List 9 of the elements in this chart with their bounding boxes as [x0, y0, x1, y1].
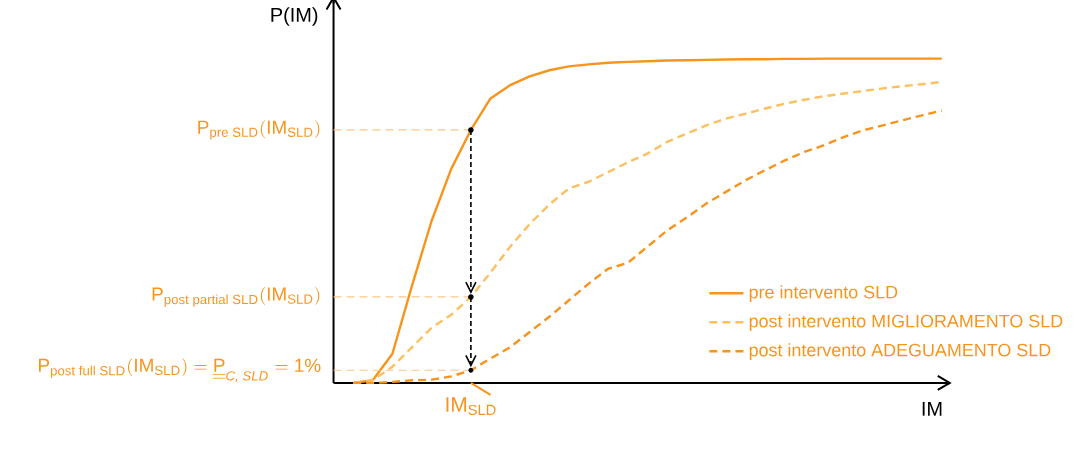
text: $\text{IM}_{\text{SLD}}$: [446, 397, 496, 416]
legend-label: pre intervento SLD: [749, 285, 898, 303]
legend-label: post intervento ADEGUAMENTO SLD: [749, 343, 1051, 360]
x-axis-title: IM: [922, 401, 942, 416]
legend-label: post intervento MIGLIORAMENTO SLD: [749, 314, 1063, 331]
ref-line-label: $\text{P}_{\text{pre SLD}}(\text{IM}_{\text{SLD}})$: [198, 120, 320, 140]
ref-line-label: $\text{P}_{\text{post full SLD}}(\text{IM}_{\text{SLD}}) = \underline{\underline{\text{P}}}_{\textit{C, SLD}} = \text{1\%}$: [38, 358, 321, 383]
y-axis-title: P(IM): [271, 7, 318, 26]
ref-line-label: $\text{P}_{\text{post partial SLD}}(\text{IM}_{\text{SLD}})$: [152, 287, 320, 307]
